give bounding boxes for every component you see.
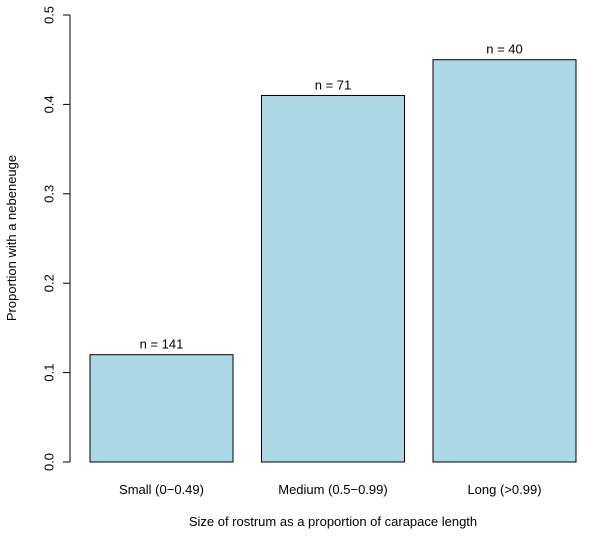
y-tick-label: 0.0	[41, 453, 56, 471]
y-tick-label: 0.4	[41, 95, 56, 113]
x-tick-label: Medium (0.5−0.99)	[278, 482, 387, 497]
x-tick-labels: Small (0−0.49) Medium (0.5−0.99) Long (>0.…	[119, 482, 542, 497]
bar	[261, 94, 405, 463]
y-axis: 0.0 0.1 0.2 0.3 0.4 0.5	[41, 6, 71, 471]
bar	[89, 354, 234, 463]
y-tick-label: 0.3	[41, 185, 56, 203]
y-tick-label: 0.2	[41, 274, 56, 292]
x-tick-label: Small (0−0.49)	[119, 482, 204, 497]
bar	[432, 59, 577, 463]
bar-value-labels: n = 141 n = 71 n = 40	[140, 42, 523, 352]
x-tick-label: Long (>0.99)	[467, 482, 541, 497]
bar-count-label: n = 141	[140, 337, 184, 352]
bar-count-label: n = 71	[315, 77, 352, 92]
y-tick-label: 0.5	[41, 6, 56, 24]
bars	[89, 59, 577, 463]
bar-count-label: n = 40	[486, 42, 523, 57]
y-axis-title: Proportion with a nebeneuge	[4, 155, 19, 321]
y-tick-label: 0.1	[41, 364, 56, 382]
x-axis-title: Size of rostrum as a proportion of carap…	[189, 514, 477, 529]
